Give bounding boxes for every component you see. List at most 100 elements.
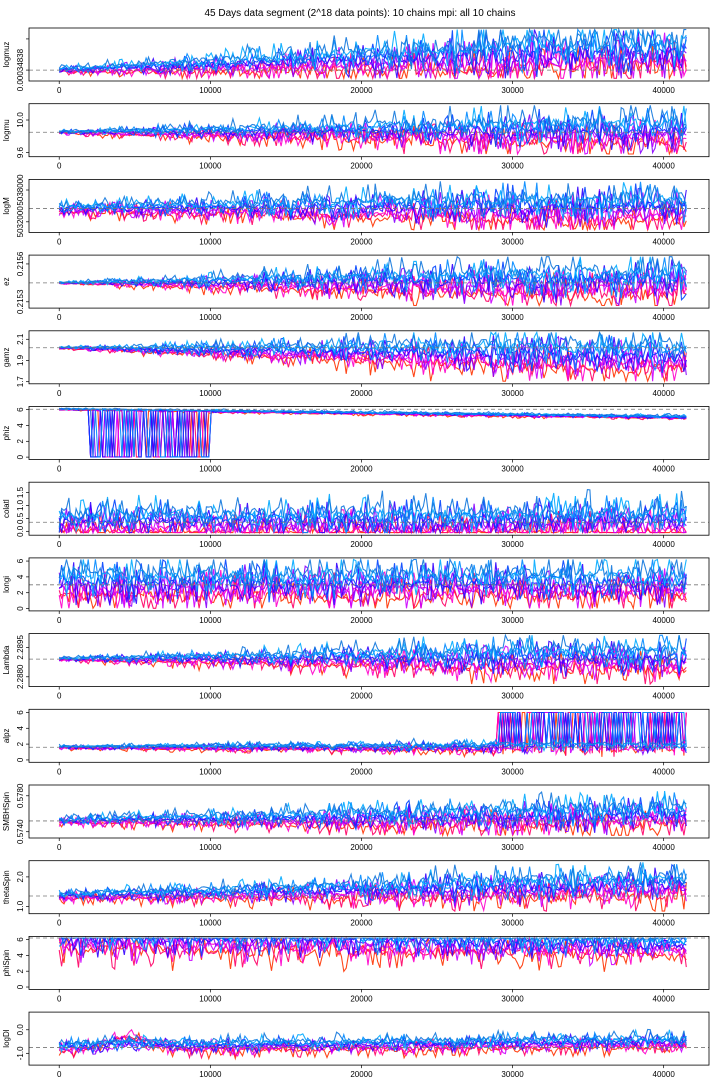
x-tick-label: 40000: [653, 313, 676, 322]
chain-10-trace: [58, 735, 687, 751]
chain-10-trace: [59, 255, 687, 289]
y-tick-label: 1.7: [16, 376, 25, 388]
y-tick-label: 2.2880: [16, 664, 25, 689]
x-tick-label: 10000: [199, 994, 222, 1003]
x-tick-label: 0: [57, 616, 62, 625]
y-axis-label: Lambda: [2, 645, 11, 674]
panel-logmu: 0 10000 20000 30000 40000 9.6 10.0 logmu: [2, 103, 710, 171]
y-axis-label: logmuz: [2, 42, 11, 68]
x-tick-label: 0: [57, 692, 62, 701]
x-tick-label: 20000: [350, 313, 373, 322]
chain-traces: [58, 105, 687, 156]
chain-2-trace: [59, 344, 687, 382]
x-tick-label: 40000: [653, 919, 676, 928]
chain-10-trace: [58, 791, 687, 826]
plot-frame: [28, 936, 710, 990]
y-tick-label: 6: [16, 407, 25, 412]
chain-8-trace: [59, 106, 687, 145]
y-tick-label: 1.0: [16, 900, 25, 912]
chain-traces: [58, 862, 687, 913]
x-tick-label: 20000: [350, 919, 373, 928]
y-tick-label: 0: [16, 606, 25, 611]
chain-traces: [58, 936, 687, 973]
y-tick-label: -1.0: [16, 1046, 25, 1060]
y-tick-label: 4: [16, 953, 25, 958]
chain-9-trace: [59, 635, 687, 668]
x-tick-label: 10000: [199, 540, 222, 549]
y-tick-label: 0.0: [16, 1024, 25, 1036]
chain-traces: [58, 488, 687, 535]
plot-frame: [28, 406, 710, 460]
chain-1-trace: [59, 271, 687, 307]
y-tick-label: 0: [16, 454, 25, 459]
chain-traces: [58, 557, 687, 611]
x-tick-label: 0: [57, 86, 62, 95]
y-tick-label: 1.0: [16, 499, 25, 511]
y-tick-label: 6: [16, 937, 25, 942]
x-tick-label: 20000: [350, 86, 373, 95]
plot-frame: [28, 27, 710, 82]
y-axis-label: colatl: [2, 499, 11, 518]
x-tick-label: 30000: [501, 692, 524, 701]
chain-traces: [58, 1028, 687, 1061]
chain-10-trace: [59, 330, 687, 365]
chain-9-trace: [58, 862, 687, 901]
y-tick-label: 2: [16, 439, 25, 444]
y-tick-label: 9.6: [16, 147, 25, 159]
x-tick-label: 0: [57, 237, 62, 246]
y-tick-label: 4: [16, 574, 25, 579]
y-axis-label: phiz: [2, 426, 11, 441]
chain-6-trace: [59, 29, 687, 79]
y-tick-label: 5032000: [16, 206, 25, 238]
x-tick-label: 30000: [501, 86, 524, 95]
panel-logDl: 0 10000 20000 30000 40000 -1.0 0.0 logDl: [2, 1011, 710, 1079]
chain-10-trace: [58, 633, 687, 665]
chain-traces: [58, 181, 687, 232]
plot-frame: [28, 103, 710, 158]
y-tick-label: 2.1: [16, 333, 25, 345]
chain-7-trace: [58, 863, 687, 903]
x-tick-label: 30000: [501, 616, 524, 625]
x-tick-label: 40000: [653, 843, 676, 852]
x-tick-label: 20000: [350, 162, 373, 171]
y-tick-label: 0.2156: [16, 251, 25, 276]
x-tick-label: 30000: [501, 465, 524, 474]
y-tick-label: 2: [16, 590, 25, 595]
x-tick-label: 30000: [501, 162, 524, 171]
x-tick-label: 10000: [199, 86, 222, 95]
y-axis-label: phiSpin: [2, 950, 11, 977]
chain-traces: [58, 28, 687, 81]
x-tick-label: 20000: [350, 692, 373, 701]
chain-10-trace: [58, 181, 687, 219]
y-tick-label: 0.0: [16, 525, 25, 537]
panel-logmuz: 0 10000 20000 30000 40000 0.00034838 logmuz: [2, 27, 710, 95]
x-tick-label: 10000: [199, 389, 222, 398]
panel-thetaSpin: 0 10000 20000 30000 40000 1.0 2.0 thetaSpin: [2, 860, 710, 928]
x-tick-label: 30000: [501, 313, 524, 322]
chain-10-trace: [59, 862, 687, 899]
y-tick-label: 4: [16, 726, 25, 731]
chain-10-trace: [58, 1028, 687, 1051]
x-tick-label: 30000: [501, 843, 524, 852]
x-tick-label: 10000: [199, 465, 222, 474]
x-tick-label: 0: [57, 162, 62, 171]
panel-colatl: 0 10000 20000 30000 40000 0.00.51.01.5 colatl: [2, 481, 710, 549]
x-tick-label: 30000: [501, 389, 524, 398]
panel-Lambda: 0 10000 20000 30000 40000 2.2880 2.2895 Lambda: [2, 633, 710, 701]
y-tick-label: 0.2153: [16, 289, 25, 314]
chain-9-trace: [59, 256, 687, 296]
x-tick-label: 20000: [350, 843, 373, 852]
y-tick-label: 6: [16, 558, 25, 563]
x-tick-label: 40000: [653, 616, 676, 625]
panel-SMBHSpin: 0 10000 20000 30000 40000 0.5740 0.5780 SMBHSpi…: [2, 783, 710, 852]
y-tick-label: 2: [16, 968, 25, 973]
chain-traces: [58, 330, 687, 384]
x-tick-label: 20000: [350, 1070, 373, 1079]
chain-traces: [58, 790, 687, 838]
chain-6-trace: [58, 867, 687, 905]
x-tick-label: 20000: [350, 540, 373, 549]
x-tick-label: 10000: [199, 1070, 222, 1079]
x-tick-label: 20000: [350, 616, 373, 625]
